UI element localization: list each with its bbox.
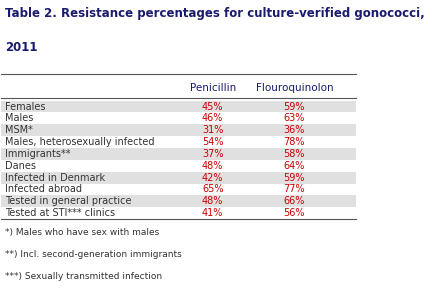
Bar (1, 172, 356, 184)
Text: 48%: 48% (202, 196, 224, 206)
Text: 48%: 48% (202, 161, 224, 171)
Text: 36%: 36% (284, 125, 305, 135)
Text: Immigrants**: Immigrants** (5, 149, 70, 159)
Text: 45%: 45% (202, 102, 224, 112)
Text: 41%: 41% (202, 208, 224, 218)
Text: Infected abroad: Infected abroad (5, 184, 82, 194)
Bar (1, 101, 356, 112)
Text: Females: Females (5, 102, 45, 112)
Text: 59%: 59% (283, 173, 305, 183)
Text: MSM*: MSM* (5, 125, 33, 135)
Bar (1, 124, 356, 136)
Text: 58%: 58% (283, 149, 305, 159)
Text: 65%: 65% (202, 184, 224, 194)
Text: 64%: 64% (284, 161, 305, 171)
Text: Table 2. Resistance percentages for culture-verified gonococci,: Table 2. Resistance percentages for cult… (5, 7, 425, 20)
Text: 46%: 46% (202, 113, 224, 123)
Text: 2011: 2011 (5, 41, 37, 54)
Text: Tested in general practice: Tested in general practice (5, 196, 132, 206)
Text: 77%: 77% (283, 184, 305, 194)
Text: 56%: 56% (283, 208, 305, 218)
Text: 59%: 59% (283, 102, 305, 112)
Text: **) Incl. second-generation immigrants: **) Incl. second-generation immigrants (5, 250, 182, 259)
Text: Males: Males (5, 113, 33, 123)
Text: *) Males who have sex with males: *) Males who have sex with males (5, 228, 159, 237)
Text: 63%: 63% (284, 113, 305, 123)
Bar (1, 148, 356, 160)
Text: 54%: 54% (202, 137, 224, 147)
Text: Tested at STI*** clinics: Tested at STI*** clinics (5, 208, 115, 218)
Text: Males, heterosexually infected: Males, heterosexually infected (5, 137, 154, 147)
Text: Flouroquinolon: Flouroquinolon (256, 83, 333, 93)
Text: 42%: 42% (202, 173, 224, 183)
Text: Infected in Denmark: Infected in Denmark (5, 173, 105, 183)
Text: 78%: 78% (283, 137, 305, 147)
Text: 37%: 37% (202, 149, 224, 159)
Text: Penicillin: Penicillin (190, 83, 236, 93)
Text: 66%: 66% (284, 196, 305, 206)
Text: ***) Sexually transmitted infection: ***) Sexually transmitted infection (5, 272, 162, 281)
Text: Danes: Danes (5, 161, 36, 171)
Bar (1, 196, 356, 207)
Text: 31%: 31% (202, 125, 224, 135)
